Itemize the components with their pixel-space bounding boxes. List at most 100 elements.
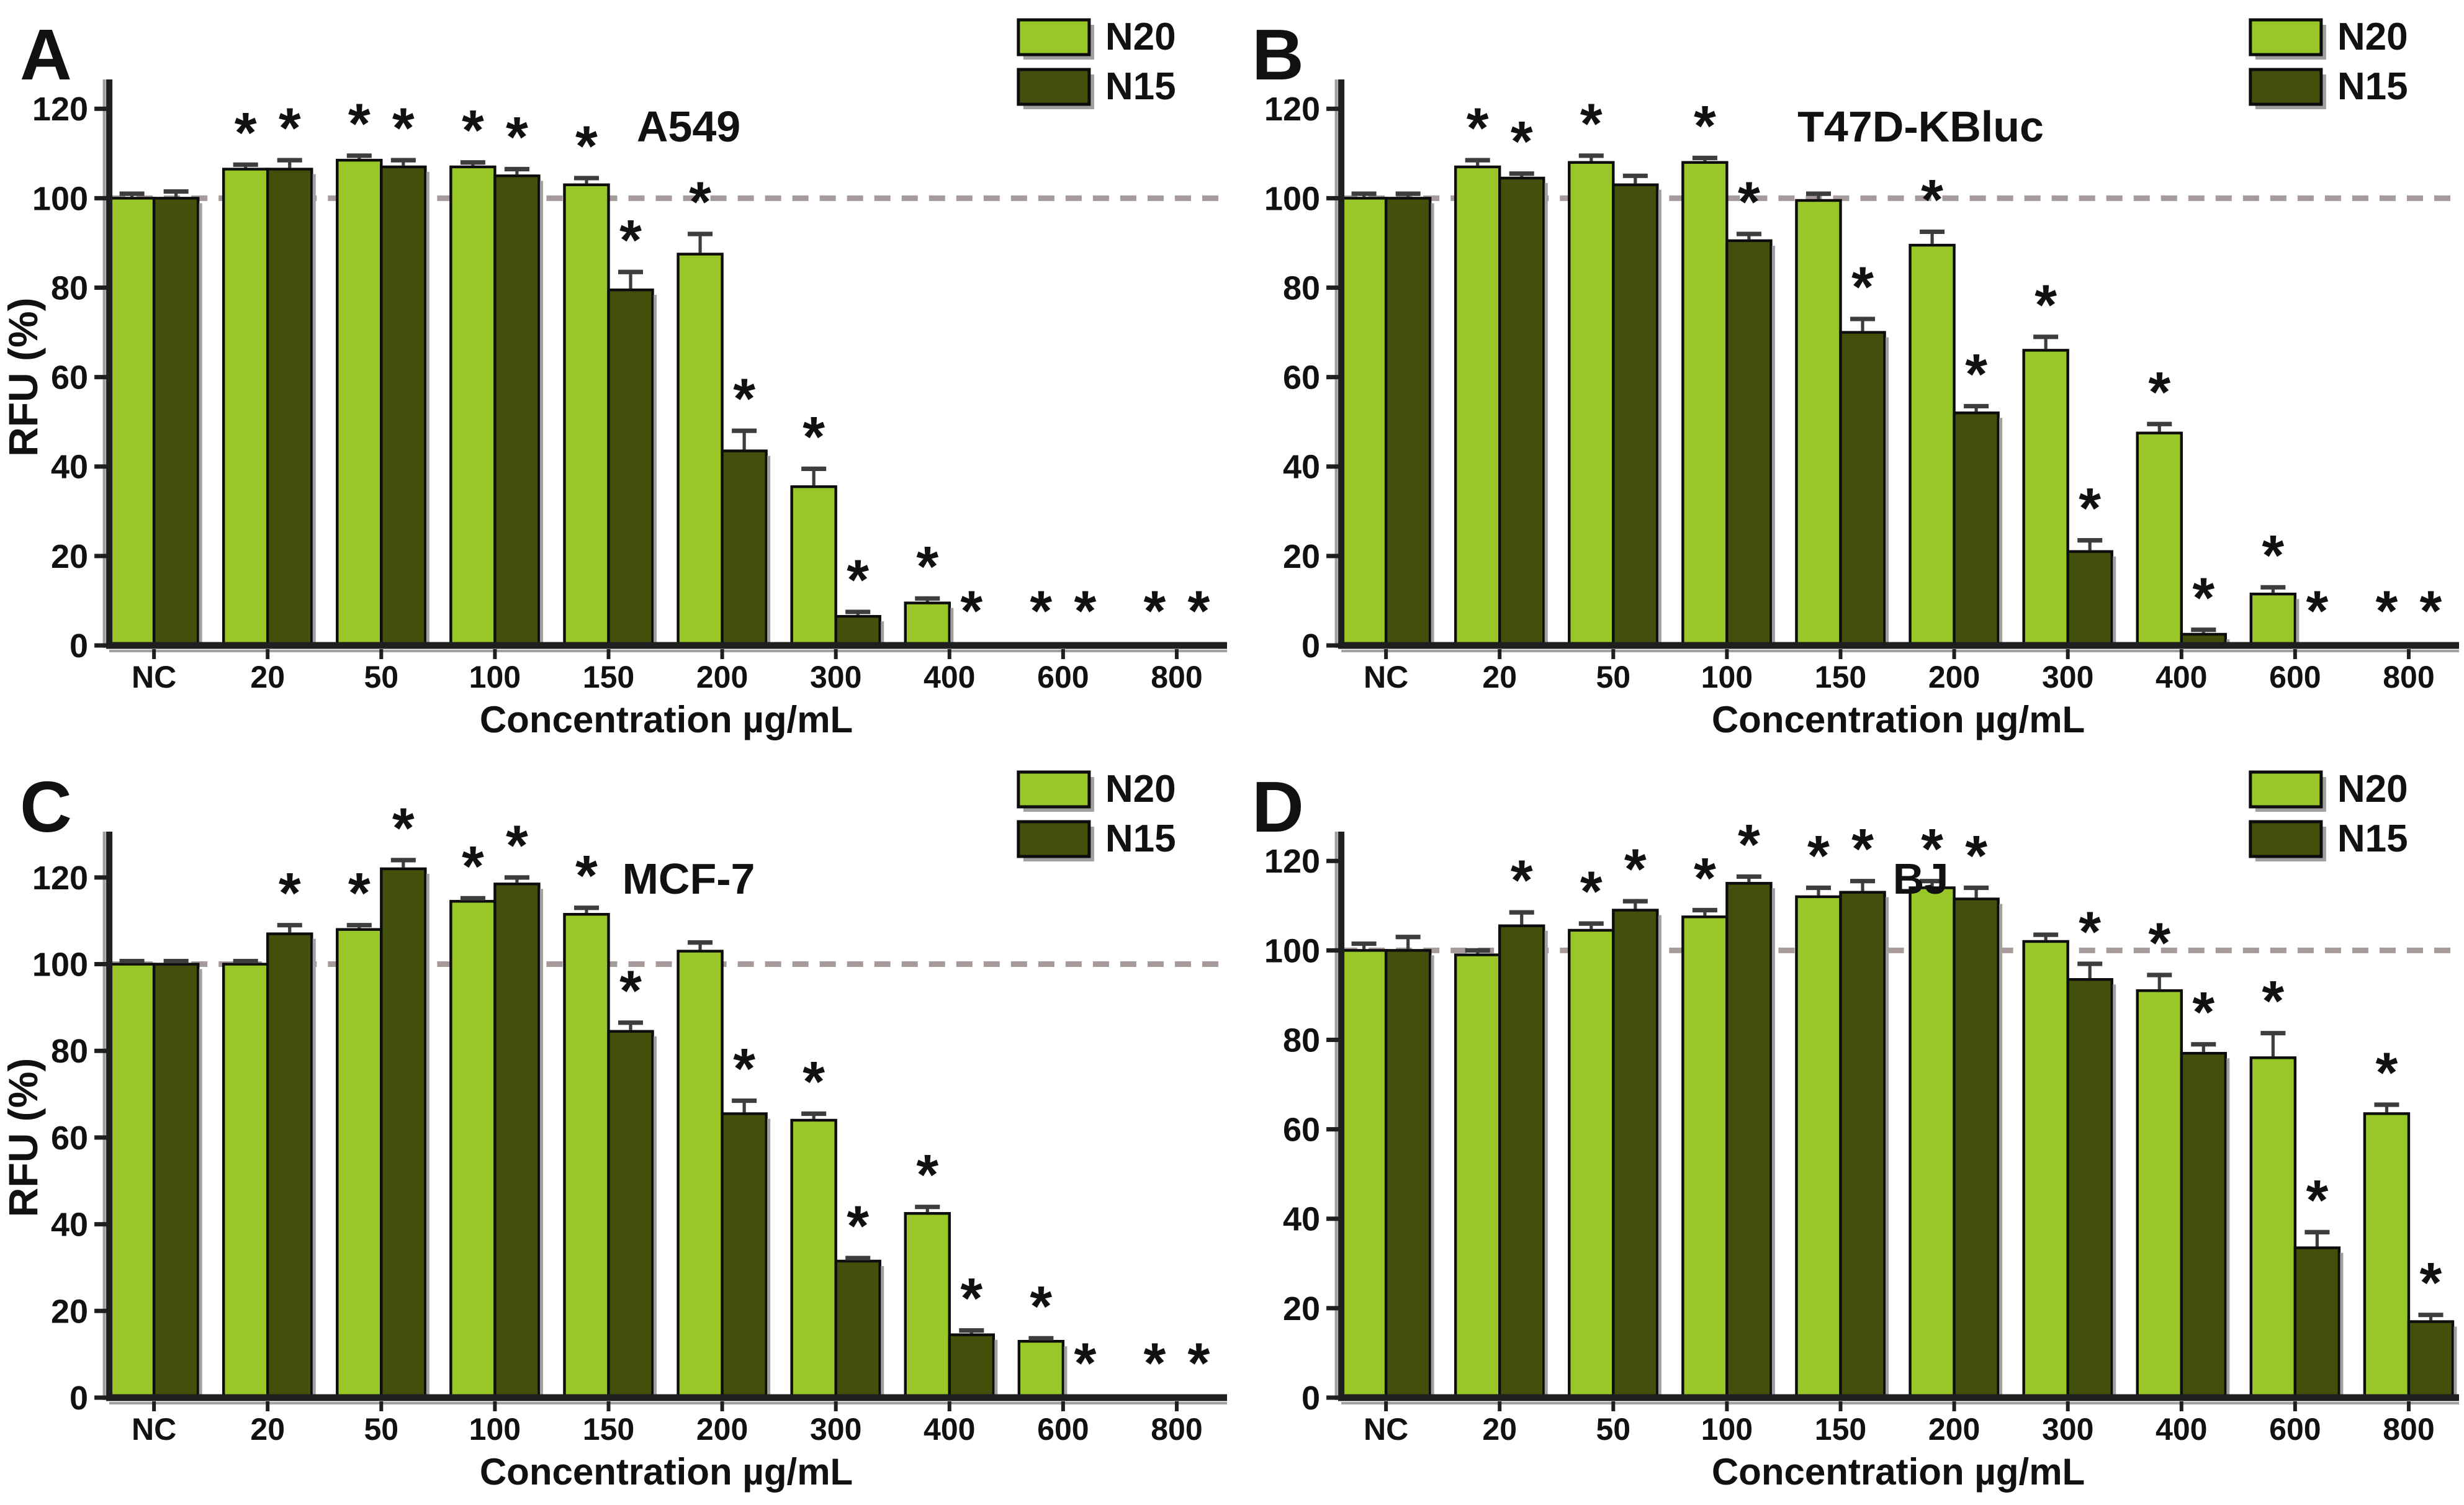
significance-asterisk: * [2192,981,2214,1045]
x-tick-label: 50 [1596,1412,1630,1447]
legend-label-n20: N20 [2337,16,2408,58]
y-tick-label: 40 [51,449,88,486]
significance-asterisk: * [1738,170,1760,234]
bar-B-N15-100 [1725,239,1773,647]
x-tick-label: 400 [2156,660,2207,694]
x-tick-label: 50 [364,660,398,694]
y-axis-title: RFU (%) [0,297,46,457]
bar-B-N20-400 [2136,431,2183,647]
x-axis-title: Concentration µg/mL [480,1451,853,1493]
bar-D-N20-50 [1568,928,1615,1399]
x-axis-title: Concentration µg/mL [1712,1451,2085,1493]
significance-asterisk: * [733,1037,755,1101]
bar-C-N15-50 [380,867,427,1399]
bar-B-N20-150 [1795,199,1842,647]
significance-asterisk: * [575,114,598,178]
significance-asterisk: * [916,534,938,598]
bar-C-N20-20 [222,963,269,1399]
significance-asterisk: * [1624,837,1647,901]
x-tick-label: 400 [924,660,975,694]
y-tick-label: 40 [1283,449,1320,486]
chart-C: * * * * * * * * * * * * * * * * 0 20 40 60 80 100 120 NC 20 50 100… [0,766,1227,1493]
bar-B-N20-600 [2249,592,2297,647]
significance-asterisk: * [462,834,484,898]
significance-asterisk: * [2306,1168,2328,1232]
significance-asterisk: * [2192,566,2214,630]
x-tick-label: 800 [2383,660,2434,694]
x-tick-label: 150 [1815,1412,1866,1447]
x-axis-title: Concentration µg/mL [480,699,853,740]
significance-asterisk: * [348,861,371,925]
y-tick-label: 0 [1302,1380,1320,1417]
bar-A-N15-150 [607,288,654,647]
significance-asterisk: * [2262,523,2284,587]
panel-letter: A [20,14,72,95]
panel-title: T47D-KBluc [1797,102,2044,151]
bar-D-N15-200 [1953,897,2000,1399]
x-tick-label: 400 [924,1412,975,1447]
y-tick-label: 80 [1283,1022,1320,1059]
y-tick-label: 100 [32,180,88,217]
x-tick-label: 150 [583,660,634,694]
bar-D-N15-400 [2180,1051,2228,1399]
chart-B: * * * * * * * * * * * * * * * * 0 20 40 60 80 100 120 NC 20 50 100… [1252,14,2459,740]
x-tick-label: 200 [696,660,748,694]
bar-A-N20-200 [677,253,724,647]
y-tick-label: 60 [51,359,88,397]
panel-D: * * * * * * * * * * * * * * * * 0 20 40 60 80 100 120 NC 20 50 100… [1232,752,2464,1505]
bar-D-N20-400 [2136,989,2183,1399]
x-tick-label: 150 [1815,660,1866,694]
bar-A-N15-50 [380,165,427,647]
significance-asterisk: * [960,579,982,643]
significance-asterisk: * [2035,273,2057,337]
bar-C-N20-NC [108,963,156,1399]
bar-C-N20-100 [449,900,497,1399]
significance-asterisk: * [1921,817,1943,881]
x-tick-label: 20 [250,1412,285,1447]
significance-asterisk: * [1694,94,1716,158]
significance-asterisk: * [619,208,642,272]
significance-asterisk: * [803,405,825,469]
panel-B: * * * * * * * * * * * * * * * * 0 20 40 60 80 100 120 NC 20 50 100… [1232,0,2464,752]
bar-A-N20-400 [904,601,951,647]
significance-asterisk: * [847,1194,869,1258]
bar-C-N15-NC [152,963,200,1399]
bar-C-N15-400 [948,1333,996,1399]
bar-B-N20-200 [1909,243,1956,647]
panel-C: * * * * * * * * * * * * * * * * 0 20 40 60 80 100 120 NC 20 50 100… [0,752,1232,1505]
y-axis-title: RFU (%) [0,1058,46,1218]
significance-asterisk: * [733,367,755,431]
y-tick-label: 60 [1283,1112,1320,1149]
panel-title: MCF-7 [623,855,755,903]
bar-D-N15-100 [1725,882,1773,1399]
bar-D-N20-100 [1681,915,1729,1399]
bar-B-N15-50 [1612,183,1659,647]
y-tick-label: 80 [1283,270,1320,307]
legend-label-n15: N15 [2337,65,2408,108]
bar-D-N20-200 [1909,886,1956,1399]
bar-A-N20-300 [790,485,837,647]
x-tick-label: 800 [1151,660,1202,694]
y-tick-label: 20 [51,1293,88,1330]
panel-letter: B [1252,14,1304,95]
significance-asterisk: * [1467,96,1489,160]
significance-asterisk: * [2306,579,2328,643]
significance-asterisk: * [1074,579,1096,643]
significance-asterisk: * [2148,911,2170,975]
panel-title: A549 [637,102,740,151]
bar-C-N15-200 [721,1112,768,1399]
bar-B-N15-150 [1839,331,1886,647]
legend-label-n20: N20 [1105,16,1176,58]
x-tick-label: 100 [1701,660,1753,694]
significance-asterisk: * [619,959,642,1023]
significance-asterisk: * [916,1143,938,1207]
significance-asterisk: * [279,861,301,925]
significance-asterisk: * [1807,824,1830,887]
legend-swatch-n20 [2249,18,2323,56]
legend-swatch-n20 [2249,770,2323,809]
significance-asterisk: * [847,548,869,612]
bar-B-N15-300 [2066,550,2113,647]
significance-asterisk: * [462,99,484,163]
significance-asterisk: * [2148,360,2170,424]
